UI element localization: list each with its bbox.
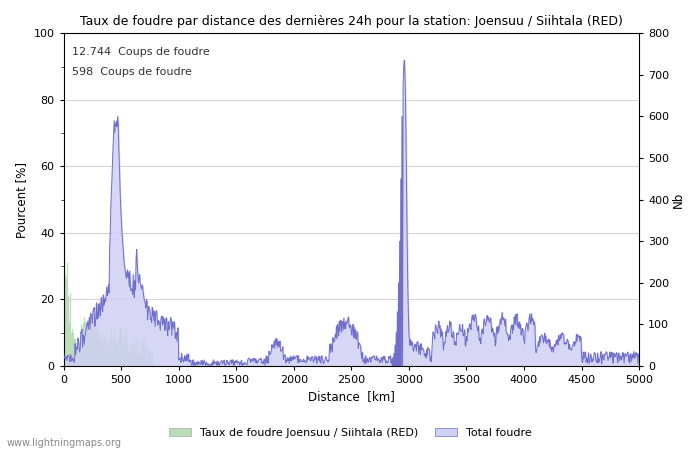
Legend: Taux de foudre Joensuu / Siihtala (RED), Total foudre: Taux de foudre Joensuu / Siihtala (RED),… bbox=[164, 423, 536, 442]
Y-axis label: Nb: Nb bbox=[672, 192, 685, 208]
Text: 12.744  Coups de foudre: 12.744 Coups de foudre bbox=[72, 47, 210, 57]
Text: www.lightningmaps.org: www.lightningmaps.org bbox=[7, 438, 122, 448]
Y-axis label: Pourcent [%]: Pourcent [%] bbox=[15, 162, 28, 238]
X-axis label: Distance  [km]: Distance [km] bbox=[308, 391, 395, 404]
Text: 598  Coups de foudre: 598 Coups de foudre bbox=[72, 67, 192, 76]
Title: Taux de foudre par distance des dernières 24h pour la station: Joensuu / Siihtal: Taux de foudre par distance des dernière… bbox=[80, 15, 623, 28]
